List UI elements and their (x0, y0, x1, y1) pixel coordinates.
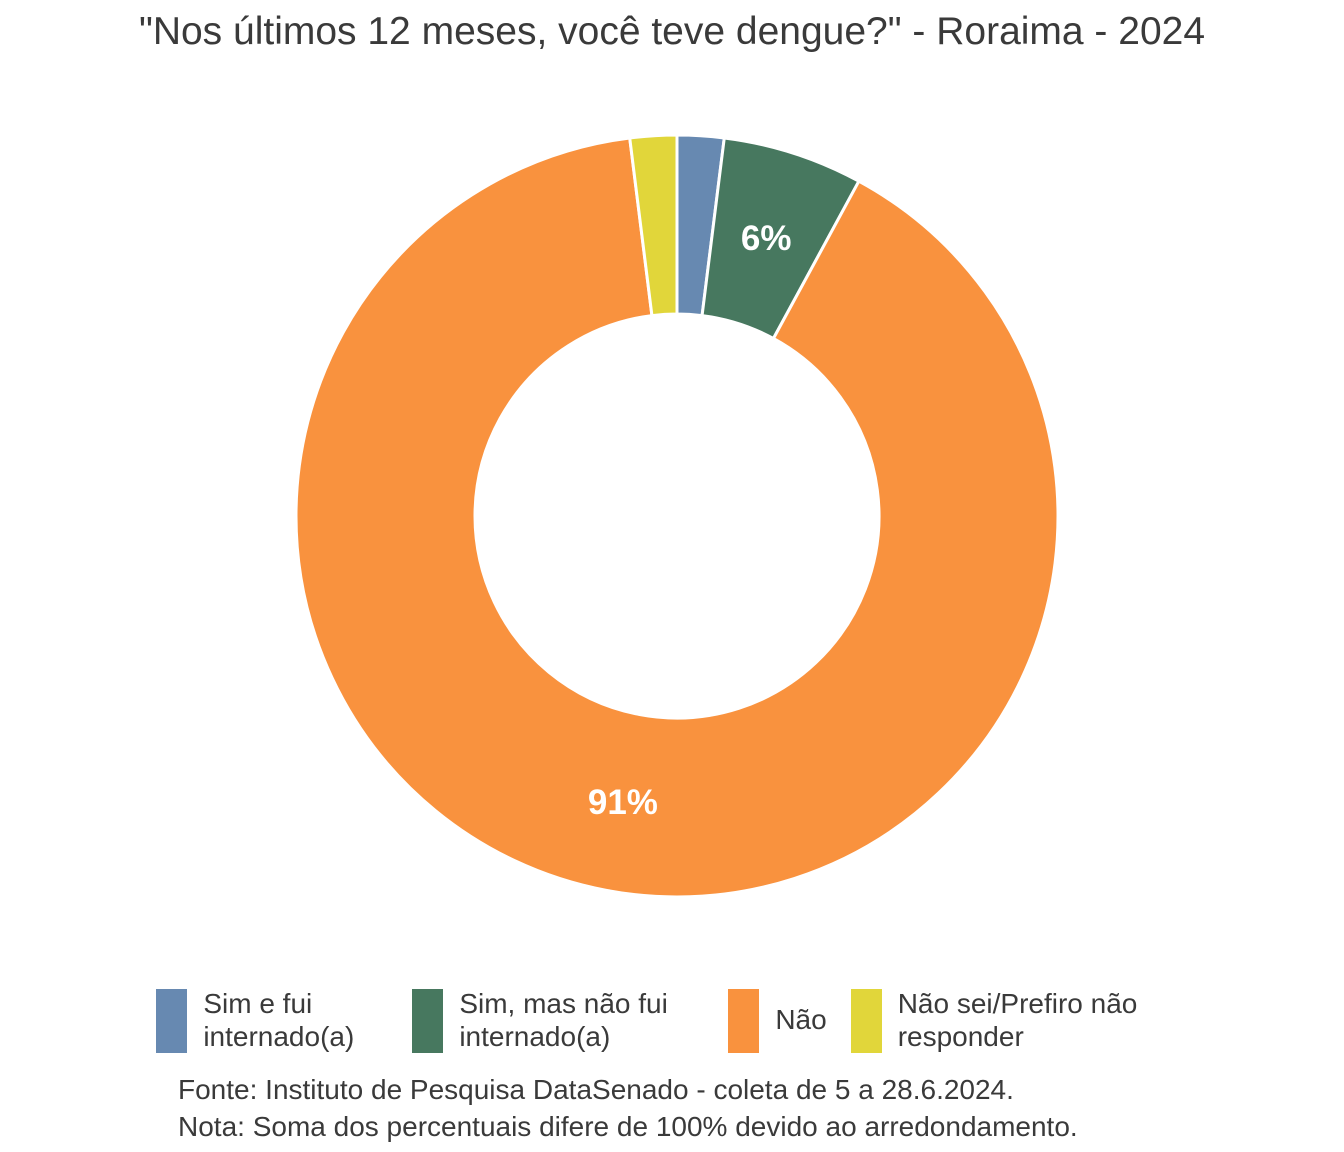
donut-chart-area: 6% 91% (294, 133, 1060, 899)
slice-value-label-1: 6% (741, 219, 792, 258)
legend-label: Não sei/Prefiro não responder (897, 988, 1138, 1052)
legend-swatch-nao (728, 988, 760, 1053)
legend-swatch-sim-internado (156, 988, 188, 1053)
legend-label: Sim, mas não fui internado(a) (459, 988, 668, 1052)
chart-title: "Nos últimos 12 meses, você teve dengue?… (138, 10, 1206, 53)
legend-label: Não (775, 1004, 827, 1036)
legend-item-sim-nao-internado: Sim, mas não fui internado(a) (412, 988, 704, 1054)
legend-item-sim-internado: Sim e fui internado(a) (156, 988, 388, 1054)
legend-swatch-sim-nao-internado (412, 988, 444, 1053)
source-note: Fonte: Instituto de Pesquisa DataSenado … (178, 1074, 1014, 1105)
legend-item-nao: Não (728, 988, 827, 1053)
slice-value-label-2: 91% (588, 783, 658, 822)
rounding-note: Nota: Soma dos percentuais difere de 100… (178, 1110, 1078, 1142)
chart-legend: Sim e fui internado(a) Sim, mas não fui … (0, 988, 1344, 1054)
donut-chart: 6% 91% (294, 133, 1060, 899)
chart-footer: Fonte: Instituto de Pesquisa DataSenado … (178, 1072, 1078, 1146)
legend-swatch-nao-sei (850, 988, 882, 1053)
legend-label: Sim e fui internado(a) (203, 988, 355, 1052)
pie-slice-3 (628, 133, 679, 318)
legend-item-nao-sei: Não sei/Prefiro não responder (850, 988, 1188, 1054)
pie-slice-2 (294, 136, 1060, 899)
